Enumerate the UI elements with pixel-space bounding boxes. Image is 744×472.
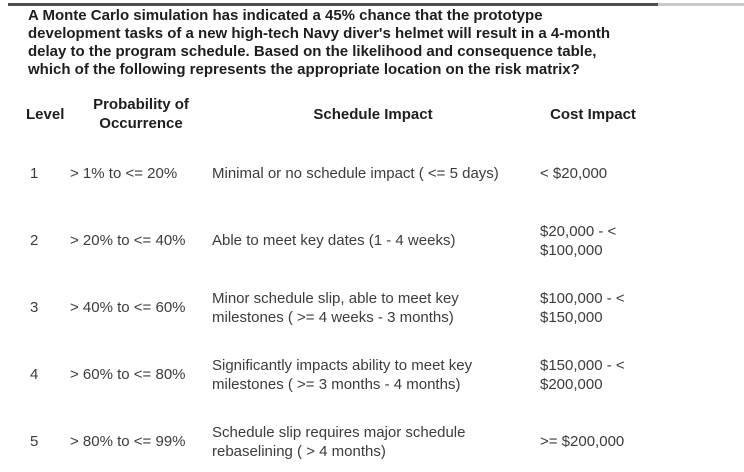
schedule-impact-value: Schedule slip requires major schedule re…: [212, 423, 534, 461]
question-text: A Monte Carlo simulation has indicated a…: [28, 7, 688, 79]
header-line: Probability of: [93, 96, 189, 113]
probability-value: > 60% to <= 80%: [70, 366, 186, 383]
cost-line: $200,000: [540, 375, 603, 393]
question-line: delay to the program schedule. Based on …: [28, 43, 597, 60]
cost-line: >= $200,000: [540, 433, 625, 450]
column-header-schedule-impact: Schedule Impact: [313, 105, 433, 123]
schedule-impact-value: Minor schedule slip, able to meet key mi…: [212, 289, 534, 327]
cost-impact-value: >= $200,000: [534, 432, 646, 451]
column-header-level: Level: [26, 105, 65, 123]
table-row-level-5: 5 > 80% to <= 99% Schedule slip requires…: [0, 408, 744, 472]
schedule-impact-value: Minimal or no schedule impact ( <= 5 day…: [212, 164, 534, 183]
probability-value: > 80% to <= 99%: [70, 433, 186, 450]
schedule-line: milestones ( >= 3 months - 4 months): [212, 375, 461, 393]
level-value: 1: [30, 165, 39, 182]
schedule-line: Minor schedule slip, able to meet key: [212, 289, 459, 307]
question-line: development tasks of a new high-tech Nav…: [28, 25, 611, 42]
schedule-impact-value: Able to meet key dates (1 - 4 weeks): [212, 231, 534, 250]
level-value: 5: [30, 433, 39, 450]
schedule-line: Able to meet key dates (1 - 4 weeks): [212, 232, 456, 249]
probability-value: > 1% to <= 20%: [70, 165, 178, 182]
level-value: 2: [30, 232, 39, 249]
table-row-level-4: 4 > 60% to <= 80% Significantly impacts …: [0, 341, 744, 408]
level-value: 3: [30, 299, 39, 316]
schedule-line: Significantly impacts ability to meet ke…: [212, 356, 473, 374]
likelihood-consequence-table: Level Probability of Occurrence Schedule…: [0, 88, 744, 472]
column-header-cost-impact: Cost Impact: [550, 105, 636, 123]
question-line: A Monte Carlo simulation has indicated a…: [28, 7, 543, 24]
table-row-level-3: 3 > 40% to <= 60% Minor schedule slip, a…: [0, 274, 744, 341]
question-line: which of the following represents the ap…: [28, 61, 580, 78]
cost-line: $20,000 - <: [540, 222, 617, 240]
table-row-level-2: 2 > 20% to <= 40% Able to meet key dates…: [0, 207, 744, 274]
schedule-impact-value: Significantly impacts ability to meet ke…: [212, 356, 534, 394]
cost-impact-value: $100,000 - < $150,000: [534, 289, 646, 327]
schedule-line: Schedule slip requires major schedule: [212, 423, 466, 441]
probability-value: > 20% to <= 40%: [70, 232, 186, 249]
cost-line: $150,000: [540, 308, 603, 326]
top-border-light-segment: [658, 3, 744, 6]
column-header-probability: Probability of Occurrence: [70, 95, 212, 133]
schedule-line: rebaselining ( > 4 months): [212, 442, 386, 460]
cost-line: $150,000 - <: [540, 356, 625, 374]
cost-line: $100,000 - <: [540, 289, 625, 307]
cost-line: < $20,000: [540, 165, 608, 182]
table-header-row: Level Probability of Occurrence Schedule…: [0, 88, 744, 140]
cost-line: $100,000: [540, 241, 603, 259]
probability-value: > 40% to <= 60%: [70, 299, 186, 316]
cost-impact-value: $150,000 - < $200,000: [534, 356, 646, 394]
cost-impact-value: < $20,000: [534, 164, 646, 183]
cost-impact-value: $20,000 - < $100,000: [534, 222, 646, 260]
top-border-dark-segment: [8, 3, 658, 6]
schedule-line: milestones ( >= 4 weeks - 3 months): [212, 308, 454, 326]
header-line: Occurrence: [99, 115, 183, 132]
table-row-level-1: 1 > 1% to <= 20% Minimal or no schedule …: [0, 140, 744, 207]
level-value: 4: [30, 366, 39, 383]
schedule-line: Minimal or no schedule impact ( <= 5 day…: [212, 165, 499, 182]
